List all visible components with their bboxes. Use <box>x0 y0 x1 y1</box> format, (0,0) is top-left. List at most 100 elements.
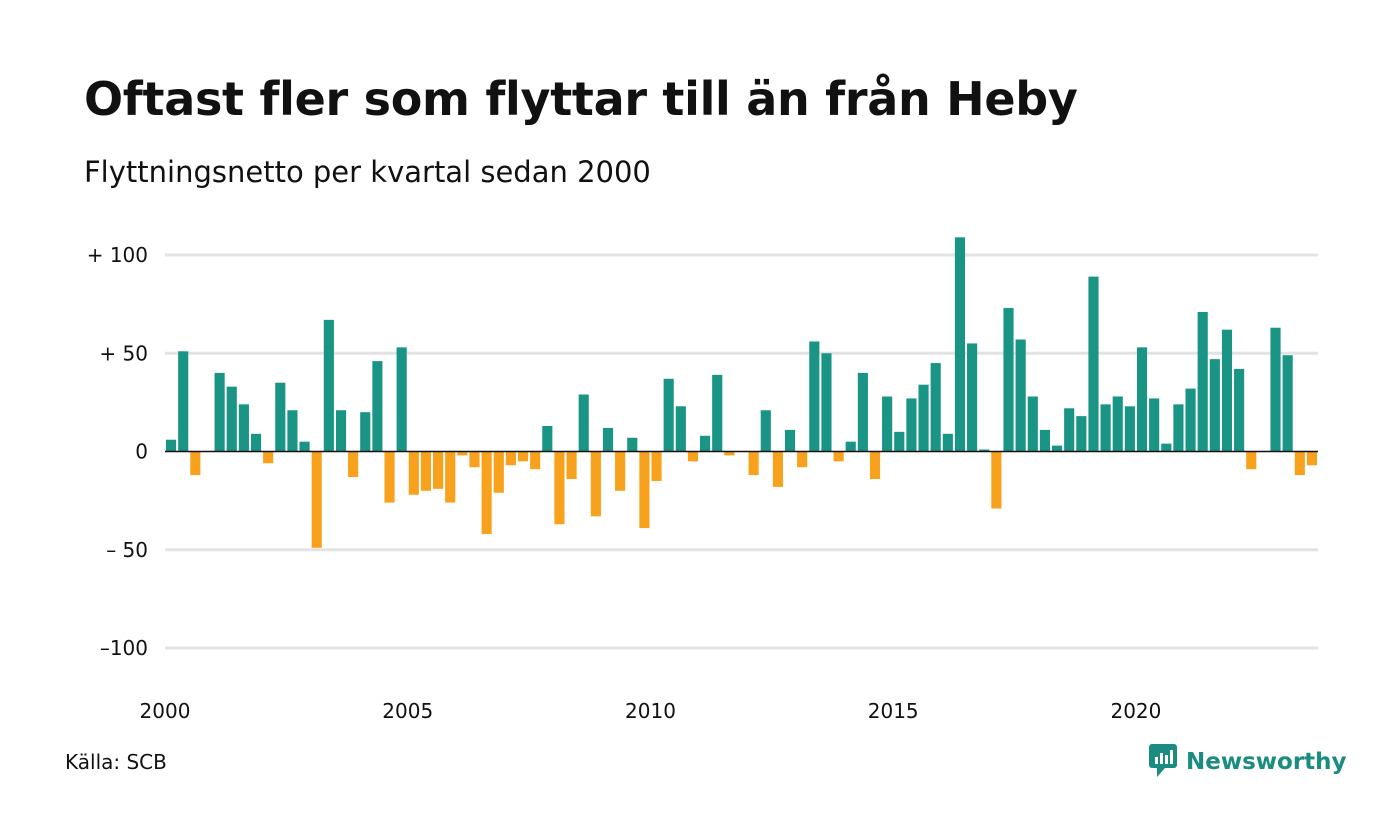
bar-2018-Q1 <box>1039 429 1050 452</box>
bar-2005-Q3 <box>433 451 444 489</box>
bar-2019-Q3 <box>1112 396 1123 452</box>
bar-2007-Q3 <box>530 451 541 470</box>
bar-2001-Q1 <box>214 372 225 452</box>
bar-2012-Q3 <box>772 451 783 487</box>
bar-2011-Q3 <box>724 451 735 456</box>
bar-2000-Q2 <box>178 351 189 452</box>
bar-2002-Q2 <box>275 382 286 452</box>
bar-2019-Q2 <box>1100 404 1111 452</box>
bar-2007-Q1 <box>505 451 516 466</box>
bar-2003-Q2 <box>323 319 334 452</box>
bar-2009-Q1 <box>602 427 614 452</box>
source-note: Källa: SCB <box>65 750 167 774</box>
bar-2003-Q3 <box>335 410 347 452</box>
y-tick-label: + 100 <box>87 243 148 267</box>
bar-2023-Q3 <box>1306 451 1317 466</box>
bar-2021-Q4 <box>1221 329 1233 452</box>
bar-2006-Q1 <box>457 451 468 456</box>
bar-2001-Q2 <box>226 386 237 452</box>
bar-2020-Q1 <box>1136 347 1148 452</box>
chart-subtitle: Flyttningsnetto per kvartal sedan 2000 <box>84 155 651 189</box>
bar-2016-Q3 <box>967 343 978 452</box>
bar-2010-Q4 <box>687 451 699 462</box>
x-tick-label: 2015 <box>868 699 919 723</box>
bar-2015-Q4 <box>930 363 941 452</box>
bar-2014-Q2 <box>857 372 868 452</box>
bar-2008-Q3 <box>578 394 589 452</box>
newsworthy-logo-icon <box>1148 742 1178 782</box>
bar-2007-Q2 <box>517 451 529 462</box>
bar-2011-Q2 <box>712 374 723 452</box>
bar-2012-Q4 <box>784 429 796 452</box>
bar-2014-Q4 <box>882 396 893 452</box>
x-tick-label: 2010 <box>625 699 676 723</box>
bar-2001-Q4 <box>250 433 262 452</box>
bar-2002-Q4 <box>299 441 310 452</box>
bar-2012-Q2 <box>760 410 771 452</box>
bar-2017-Q2 <box>1003 308 1014 452</box>
bar-2003-Q1 <box>311 451 322 548</box>
y-tick-label: –100 <box>100 636 148 660</box>
bar-2010-Q3 <box>675 406 686 452</box>
bar-2005-Q1 <box>408 451 419 495</box>
y-tick-label: 0 <box>135 440 148 464</box>
bar-2004-Q4 <box>396 347 407 452</box>
bar-2016-Q1 <box>942 433 953 452</box>
bar-2013-Q1 <box>797 451 808 468</box>
bar-2018-Q4 <box>1076 416 1087 452</box>
bar-2021-Q3 <box>1209 359 1220 452</box>
bar-2011-Q1 <box>700 435 711 452</box>
bar-2009-Q2 <box>615 451 626 491</box>
bar-2013-Q4 <box>833 451 844 462</box>
bar-2015-Q2 <box>906 398 917 452</box>
bar-2021-Q1 <box>1185 388 1196 452</box>
bar-2022-Q4 <box>1270 327 1281 452</box>
bar-2023-Q2 <box>1294 451 1305 476</box>
axes: + 100 + 50 0 – 50 –100 2000 2005 2010 2015 2020 <box>87 243 1318 723</box>
y-tick-label: + 50 <box>99 341 148 365</box>
bar-2006-Q2 <box>469 451 480 468</box>
bar-2003-Q4 <box>348 451 359 478</box>
bar-2009-Q4 <box>639 451 650 529</box>
brand-logo[interactable]: Newsworthy <box>1148 742 1347 782</box>
bar-2006-Q4 <box>493 451 504 493</box>
bar-2015-Q3 <box>918 384 929 452</box>
bar-2020-Q4 <box>1173 404 1184 452</box>
bar-2018-Q2 <box>1051 445 1063 452</box>
x-tick-label: 2000 <box>140 699 191 723</box>
bar-2020-Q2 <box>1149 398 1160 452</box>
bar-2002-Q3 <box>287 410 298 452</box>
bar-2017-Q1 <box>991 451 1002 509</box>
bar-2014-Q3 <box>869 451 881 480</box>
bar-2001-Q3 <box>238 404 249 452</box>
bar-2000-Q1 <box>166 439 177 452</box>
chart-title: Oftast fler som flyttar till än från Heb… <box>84 72 1078 126</box>
bar-2008-Q1 <box>554 451 565 525</box>
brand-name: Newsworthy <box>1186 749 1347 775</box>
bar-2010-Q2 <box>663 378 674 452</box>
bar-2004-Q2 <box>372 361 383 452</box>
x-tick-label: 2005 <box>382 699 433 723</box>
bars <box>166 237 1317 548</box>
bar-2023-Q1 <box>1282 355 1293 452</box>
bar-2012-Q1 <box>748 451 759 476</box>
bar-2015-Q1 <box>894 431 905 452</box>
bar-2008-Q2 <box>566 451 577 480</box>
bar-2013-Q2 <box>809 341 820 452</box>
bar-2016-Q4 <box>979 449 990 452</box>
bar-2004-Q1 <box>360 412 371 452</box>
bar-2022-Q1 <box>1234 368 1245 452</box>
x-tick-label: 2020 <box>1110 699 1161 723</box>
bar-2017-Q4 <box>1027 396 1038 452</box>
bar-2005-Q2 <box>420 451 432 491</box>
bar-2014-Q1 <box>845 441 856 452</box>
bar-2017-Q3 <box>1015 339 1026 452</box>
bar-2010-Q1 <box>651 451 662 481</box>
bar-2020-Q3 <box>1161 443 1172 452</box>
y-tick-label: – 50 <box>106 538 148 562</box>
bar-2007-Q4 <box>542 425 553 452</box>
bar-2009-Q3 <box>627 437 638 452</box>
bar-2019-Q4 <box>1124 406 1135 452</box>
bar-2004-Q3 <box>384 451 395 503</box>
